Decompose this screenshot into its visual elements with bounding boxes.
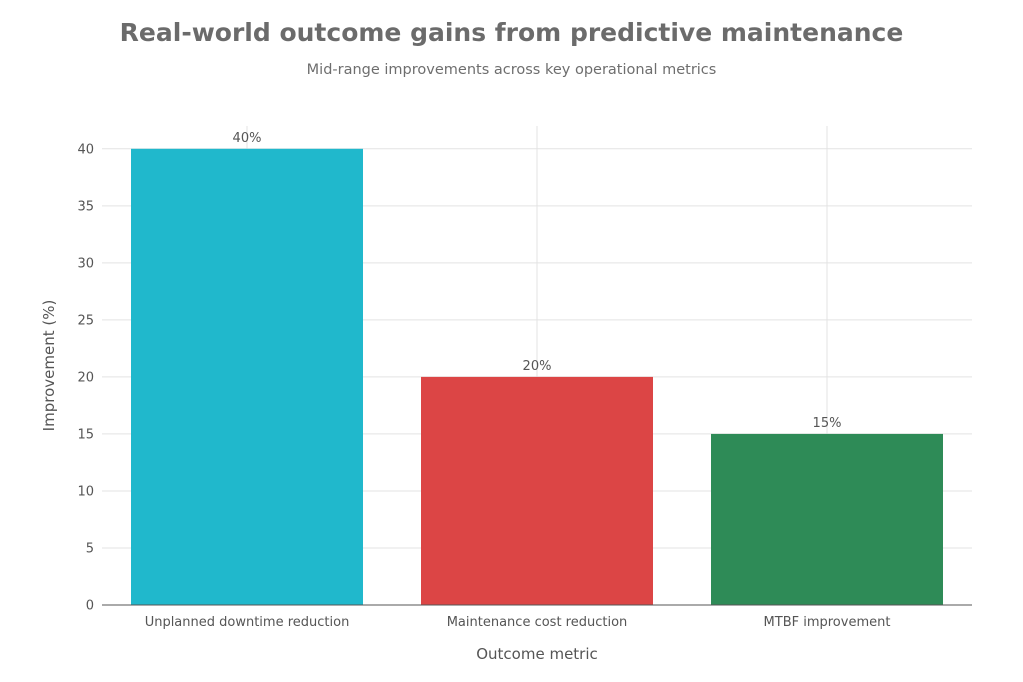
- x-tick-label: MTBF improvement: [764, 615, 891, 630]
- bars: [131, 148, 943, 606]
- chart-subtitle: Mid-range improvements across key operat…: [306, 62, 717, 78]
- bar: [421, 376, 653, 605]
- y-tick-label: 30: [77, 256, 94, 271]
- y-tick-label: 25: [77, 313, 94, 328]
- y-tick-label: 15: [77, 427, 94, 442]
- bar-value-label: 20%: [523, 359, 552, 374]
- y-tick-label: 5: [86, 541, 94, 556]
- y-tick-label: 10: [77, 484, 94, 499]
- x-tick-label: Unplanned downtime reduction: [145, 615, 350, 630]
- x-axis-ticks: Unplanned downtime reduction Maintenance …: [145, 615, 891, 630]
- y-tick-label: 35: [77, 199, 94, 214]
- bar: [711, 433, 943, 605]
- chart-title: Real-world outcome gains from predictive…: [119, 18, 904, 47]
- y-tick-label: 40: [77, 142, 94, 157]
- bar-value-label: 40%: [233, 131, 262, 146]
- x-tick-label: Maintenance cost reduction: [447, 615, 628, 630]
- y-axis-ticks: 0 5 10 15 20 25 30 35 40: [77, 142, 94, 613]
- y-tick-label: 20: [77, 370, 94, 385]
- y-tick-label: 0: [86, 599, 94, 614]
- data-labels: 40% 20% 15%: [233, 131, 842, 431]
- y-axis-label: Improvement (%): [40, 300, 58, 432]
- bar: [131, 148, 363, 606]
- bar-value-label: 15%: [813, 416, 842, 431]
- x-axis-label: Outcome metric: [476, 645, 598, 663]
